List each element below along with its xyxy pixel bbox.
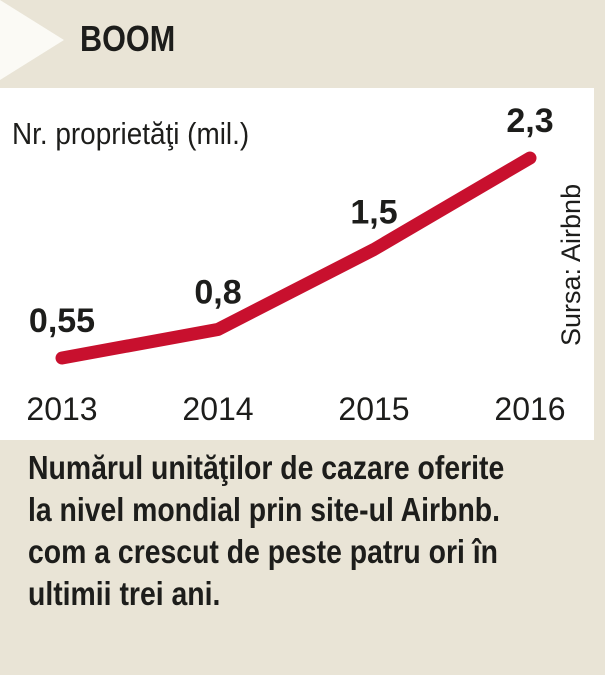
data-label: 0,55 xyxy=(29,302,95,340)
chart-panel: Nr. proprietăţi (mil.) Sursa: Airbnb 0,5… xyxy=(0,88,594,440)
series-line xyxy=(55,151,537,365)
y-axis-label: Nr. proprietăţi (mil.) xyxy=(12,117,249,152)
x-tick-label: 2016 xyxy=(494,391,565,427)
caption-line-1: Numărul unităţilor de cazare oferite xyxy=(28,449,505,486)
source-label: Sursa: Airbnb xyxy=(556,184,586,346)
header-arrow-icon xyxy=(0,0,64,80)
header: BOOM xyxy=(0,0,605,80)
data-label: 0,8 xyxy=(194,273,241,311)
x-tick-label: 2013 xyxy=(26,391,97,427)
caption-line-2: la nivel mondial prin site-ul Airbnb. xyxy=(28,491,501,528)
caption: Numărul unităţilor de cazare oferite la … xyxy=(28,447,523,615)
data-label: 1,5 xyxy=(350,193,397,231)
series-group: 0,55 2013 0,8 2014 1,5 2015 2,3 2016 xyxy=(26,102,565,427)
x-tick-label: 2014 xyxy=(182,391,253,427)
header-title: BOOM xyxy=(80,18,176,59)
data-label: 2,3 xyxy=(506,102,553,140)
caption-line-4: ultimii trei ani. xyxy=(28,575,221,612)
line-chart: Nr. proprietăţi (mil.) Sursa: Airbnb 0,5… xyxy=(12,102,586,427)
caption-line-3: com a crescut de peste patru ori în xyxy=(28,533,498,570)
x-tick-label: 2015 xyxy=(338,391,409,427)
